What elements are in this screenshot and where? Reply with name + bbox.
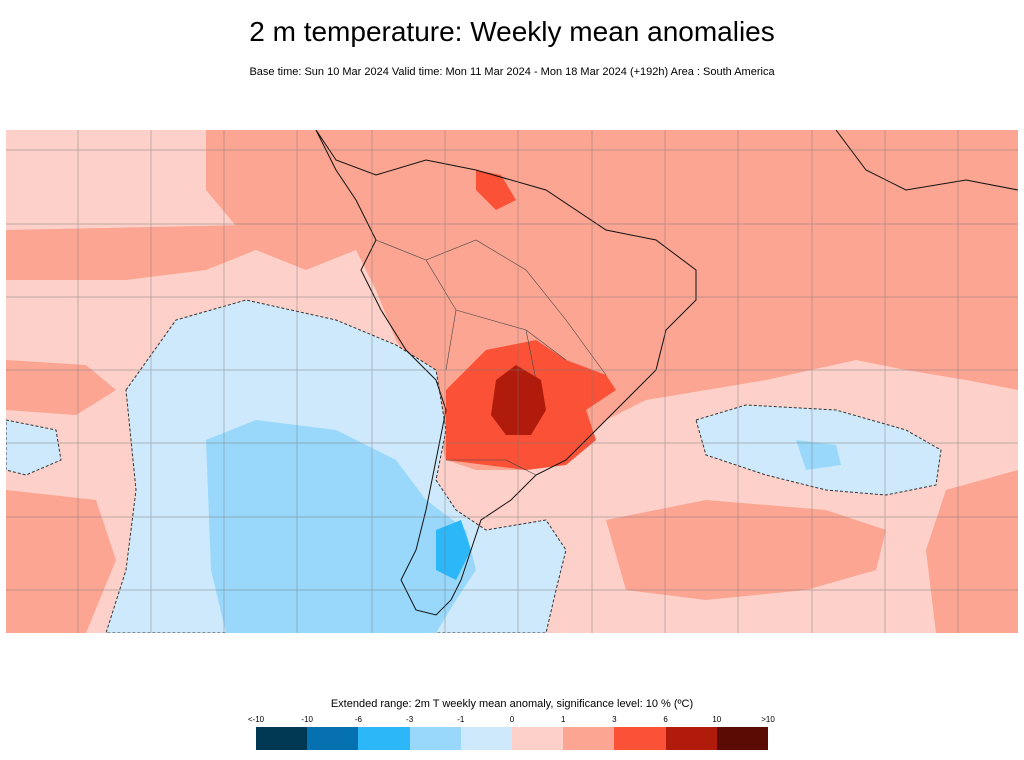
country-borders bbox=[375, 239, 607, 476]
legend-tick: 3 bbox=[612, 715, 617, 724]
legend-tick: <-10 bbox=[247, 715, 265, 724]
very-strong-warm-anomaly bbox=[491, 365, 546, 435]
legend-tick: >10 bbox=[761, 715, 775, 724]
legend-swatch bbox=[563, 727, 615, 750]
legend-swatch bbox=[512, 727, 564, 750]
anomaly-map bbox=[6, 130, 1018, 633]
warm-anomaly-west bbox=[6, 360, 116, 633]
blue-anomaly-small bbox=[796, 440, 841, 470]
legend-swatch bbox=[460, 727, 513, 750]
coastline bbox=[315, 130, 697, 616]
legend-colorbar bbox=[256, 727, 769, 750]
strong-warm-anomaly-north bbox=[476, 170, 516, 210]
legend-swatch bbox=[307, 727, 359, 750]
legend-tick: 6 bbox=[663, 715, 668, 724]
legend-tick: -1 bbox=[457, 715, 465, 724]
legend-ticks: <-10 -10 -6 -3 -1 0 1 3 6 10 >10 bbox=[248, 715, 775, 725]
legend-tick: 10 bbox=[712, 715, 722, 724]
legend-swatch bbox=[665, 727, 717, 750]
warm-anomaly-east bbox=[926, 470, 1018, 633]
blue-anomaly-region bbox=[206, 420, 476, 633]
warm-anomaly-band bbox=[6, 225, 256, 280]
legend-swatch bbox=[409, 727, 461, 750]
legend-swatch bbox=[716, 727, 769, 750]
legend-swatch bbox=[256, 727, 308, 750]
warm-anomaly-region bbox=[206, 130, 1018, 470]
legend-tick: -10 bbox=[301, 715, 313, 724]
legend-swatch bbox=[358, 727, 410, 750]
chart-subtitle: Base time: Sun 10 Mar 2024 Valid time: M… bbox=[249, 66, 775, 78]
legend-swatch bbox=[614, 727, 666, 750]
legend-tick: -3 bbox=[406, 715, 414, 724]
chart-title: 2 m temperature: Weekly mean anomalies bbox=[249, 16, 775, 47]
central-america-coast bbox=[835, 130, 1018, 191]
graticule bbox=[6, 130, 1018, 633]
cold-anomaly-small bbox=[6, 419, 62, 476]
legend-tick: 0 bbox=[509, 715, 515, 724]
warm-anomaly-south bbox=[606, 500, 886, 600]
legend-tick: 1 bbox=[560, 715, 566, 724]
legend-title: Extended range: 2m T weekly mean anomaly… bbox=[330, 698, 694, 710]
legend-tick: -6 bbox=[354, 715, 362, 724]
